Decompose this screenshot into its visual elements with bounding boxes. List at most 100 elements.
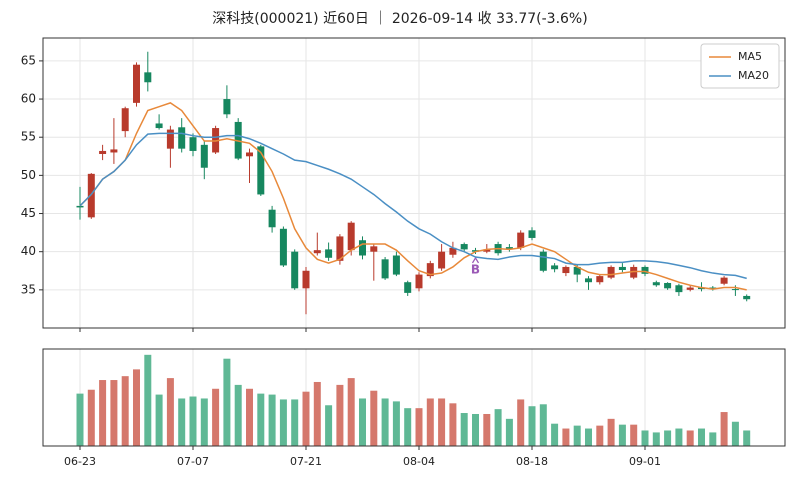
- volume-bar: [607, 418, 615, 446]
- candle-body: [76, 205, 84, 208]
- candle-body: [449, 247, 457, 255]
- volume-bar: [709, 432, 717, 446]
- volume-bar: [359, 398, 366, 446]
- volume-bar: [528, 406, 536, 446]
- volume-frame: [42, 348, 786, 447]
- candle-body: [279, 228, 287, 266]
- chart-title: 深科技(000021) 近60日 ｜ 2026-09-14 收 33.77(-3…: [212, 11, 587, 27]
- y-tick-label: 65: [21, 53, 36, 67]
- volume-bar: [449, 403, 457, 446]
- volume-bar: [381, 398, 389, 446]
- x-tick-label: 08-18: [516, 455, 548, 468]
- candle-body: [460, 244, 468, 250]
- volume-bar: [178, 398, 186, 446]
- candle-body: [675, 285, 683, 293]
- candle-body: [302, 270, 310, 289]
- candle-body: [347, 222, 355, 251]
- legend-label: MA5: [738, 50, 762, 63]
- volume-bar: [438, 398, 446, 446]
- candle-body: [392, 255, 400, 275]
- candle-body: [698, 287, 705, 290]
- candle-body: [562, 266, 570, 274]
- ma-line: [79, 102, 747, 291]
- volume-bar: [155, 394, 163, 446]
- volume-bar: [652, 432, 660, 446]
- volume-bar: [494, 409, 502, 446]
- volume-bar: [630, 424, 638, 446]
- volume-bar: [675, 428, 683, 446]
- volume-bar: [392, 401, 400, 446]
- volume-bar: [200, 398, 208, 446]
- volume-bar: [257, 393, 265, 446]
- legend-label: MA20: [738, 69, 769, 82]
- candle-body: [630, 266, 638, 278]
- volume-bar: [370, 390, 378, 446]
- volume-bar: [268, 394, 276, 446]
- volume-bar: [596, 425, 604, 446]
- volume-bar: [720, 412, 728, 446]
- candle-body: [641, 266, 649, 274]
- candle-body: [720, 277, 728, 284]
- x-tick-label: 06-23: [64, 455, 96, 468]
- candle-body: [189, 137, 197, 151]
- volume-bar: [472, 413, 479, 446]
- volume-bar: [347, 378, 355, 446]
- candle-body: [246, 152, 253, 157]
- volume-bar: [189, 396, 197, 446]
- y-tick-label: 45: [21, 206, 36, 220]
- candle-body: [652, 282, 660, 286]
- volume-bar: [336, 384, 344, 446]
- y-tick-label: 55: [21, 130, 36, 144]
- signal-arrow: [471, 256, 480, 264]
- y-tick-label: 35: [21, 282, 36, 296]
- y-tick-label: 60: [21, 92, 36, 106]
- signal-label: B: [471, 262, 480, 276]
- candle-body: [257, 146, 265, 195]
- volume-bar: [302, 391, 310, 446]
- y-tick-label: 40: [21, 244, 36, 258]
- candle-body: [166, 129, 174, 149]
- volume-bar: [460, 413, 468, 446]
- candle-body: [336, 236, 344, 261]
- candle-body: [268, 209, 276, 228]
- volume-bar: [743, 430, 751, 446]
- volume-bar: [585, 428, 592, 446]
- candle-body: [664, 282, 672, 289]
- volume-bar: [234, 384, 242, 446]
- volume-bar: [415, 408, 423, 446]
- candle-body: [223, 99, 231, 115]
- volume-bar: [212, 388, 220, 446]
- volume-bar: [223, 358, 231, 446]
- candle-body: [607, 266, 615, 278]
- volume-bar: [325, 405, 333, 446]
- candle-body: [110, 149, 118, 153]
- volume-bar: [664, 430, 672, 446]
- candle-body: [144, 72, 152, 83]
- candle-body: [370, 246, 378, 252]
- volume-bar: [562, 428, 570, 446]
- volume-bar: [291, 399, 299, 446]
- volume-bar: [539, 404, 547, 446]
- candle-body: [573, 266, 581, 275]
- volume-bar: [618, 424, 626, 446]
- volume-bar: [505, 418, 513, 446]
- candle-body: [87, 173, 95, 218]
- candle-body: [178, 127, 186, 149]
- candle-body: [618, 266, 626, 270]
- candle-body: [438, 251, 446, 269]
- candle-body: [505, 247, 513, 249]
- volume-bar: [731, 421, 739, 446]
- candle-body: [291, 251, 299, 289]
- candle-body: [404, 282, 412, 293]
- candle-body: [483, 249, 491, 252]
- volume-bar: [246, 388, 253, 446]
- volume-bar: [99, 380, 107, 446]
- volume-bar: [110, 380, 118, 446]
- candle-body: [325, 249, 333, 258]
- candle-body: [121, 108, 129, 132]
- x-tick-label: 07-07: [177, 455, 209, 468]
- y-tick-label: 50: [21, 168, 36, 182]
- candle-body: [359, 240, 366, 256]
- candle-body: [426, 263, 434, 277]
- plot-frame: [42, 37, 786, 329]
